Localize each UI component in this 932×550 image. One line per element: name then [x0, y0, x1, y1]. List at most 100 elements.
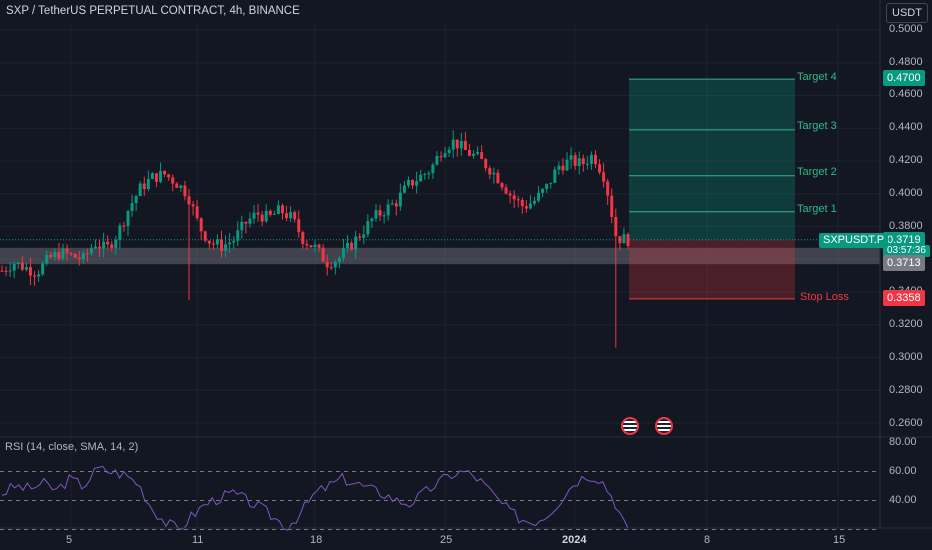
- candle-body: [329, 267, 333, 269]
- candle-body: [211, 243, 215, 245]
- candle-body: [337, 257, 341, 263]
- candle-body: [276, 205, 280, 214]
- candle-body: [167, 174, 171, 178]
- candle-body: [431, 164, 435, 174]
- price-axis-label: 0.5000: [889, 23, 923, 35]
- candle-body: [195, 206, 199, 219]
- candle-body: [20, 262, 24, 270]
- candle-body: [614, 216, 618, 237]
- candle-body: [106, 241, 110, 245]
- candle-body: [423, 174, 427, 176]
- candle-body: [541, 188, 545, 193]
- candle-body: [102, 241, 106, 249]
- candle-body: [179, 185, 183, 188]
- candle-body: [496, 172, 500, 184]
- candle-body: [565, 159, 569, 171]
- candle-body: [476, 152, 480, 154]
- rsi-axis-label: 60.00: [889, 465, 917, 477]
- candle-body: [33, 275, 37, 277]
- candle-body: [159, 170, 163, 182]
- candle-body: [122, 225, 126, 227]
- candle-body: [183, 185, 187, 197]
- candle-body: [472, 153, 476, 156]
- candle-body: [533, 200, 537, 204]
- candle-body: [589, 154, 593, 164]
- price-axis-label: 0.3800: [889, 220, 923, 232]
- candle-body: [81, 253, 85, 260]
- candle-body: [41, 263, 45, 275]
- candle-body: [171, 177, 175, 184]
- candle-body: [224, 244, 228, 251]
- candle-body: [549, 182, 553, 185]
- time-axis-label: 8: [704, 534, 711, 546]
- candle-body: [134, 196, 138, 204]
- candle-body: [4, 270, 8, 272]
- candle-body: [354, 236, 358, 250]
- candle-body: [626, 234, 630, 246]
- time-axis-label: 25: [440, 534, 453, 546]
- candle-body: [16, 262, 20, 264]
- candle-body: [325, 261, 329, 268]
- candle-body: [28, 267, 32, 276]
- candle-body: [118, 225, 122, 240]
- candle-body: [524, 206, 528, 209]
- candle-body: [455, 139, 459, 149]
- currency-button[interactable]: USDT: [886, 3, 928, 23]
- candle-body: [110, 244, 114, 249]
- candle-body: [126, 211, 130, 226]
- candle-body: [593, 154, 597, 165]
- candle-body: [346, 242, 350, 249]
- candle-body: [199, 218, 203, 232]
- rsi-line: [1, 465, 629, 531]
- candle-body: [512, 195, 516, 200]
- candle-body: [130, 203, 134, 212]
- time-axis-label: 11: [192, 534, 204, 546]
- candle-body: [150, 173, 154, 179]
- candle-body: [557, 165, 561, 170]
- candle-body: [480, 152, 484, 160]
- candle-body: [581, 158, 585, 164]
- candle-body: [256, 212, 260, 215]
- rsi-axis-label: 40.00: [889, 494, 917, 506]
- candle-body: [366, 221, 370, 235]
- candle-body: [309, 245, 313, 248]
- candle-body: [293, 212, 297, 220]
- candle-body: [220, 239, 224, 251]
- candle-body: [191, 204, 195, 207]
- candle-body: [362, 234, 366, 238]
- candle-body: [37, 274, 41, 277]
- price-axis-label: 0.4000: [889, 187, 923, 199]
- candle-body: [77, 257, 81, 260]
- candle-body: [378, 210, 382, 216]
- candle-body: [358, 236, 362, 238]
- candle-body: [467, 150, 471, 156]
- us-flag-event-icon[interactable]: [655, 417, 673, 435]
- target-zone: [629, 79, 795, 240]
- candle-body: [154, 173, 158, 182]
- us-flag-event-icon[interactable]: [621, 417, 639, 435]
- candle-body: [317, 244, 321, 248]
- candle-body: [508, 193, 512, 196]
- candle-body: [187, 196, 191, 205]
- candle-body: [447, 149, 451, 153]
- candle-body: [260, 214, 264, 222]
- candle-body: [272, 213, 276, 215]
- candle-body: [516, 199, 520, 201]
- candle-body: [333, 262, 337, 268]
- candle-body: [268, 210, 272, 215]
- candle-body: [207, 240, 211, 244]
- candle-body: [573, 155, 577, 166]
- chart-title: SXP / TetherUS PERPETUAL CONTRACT, 4h, B…: [6, 5, 300, 17]
- candle-body: [411, 179, 415, 186]
- candle-body: [142, 183, 146, 190]
- candle-body: [85, 253, 89, 255]
- candle-body: [419, 174, 423, 182]
- candle-body: [244, 221, 248, 224]
- candle-body: [415, 181, 419, 186]
- candle-body: [488, 168, 492, 175]
- stop-loss-label: Stop Loss: [800, 291, 849, 303]
- rsi-indicator-label: RSI (14, close, SMA, 14, 2): [5, 441, 139, 453]
- price-axis-label: 0.3200: [889, 318, 923, 330]
- candle-body: [240, 221, 244, 231]
